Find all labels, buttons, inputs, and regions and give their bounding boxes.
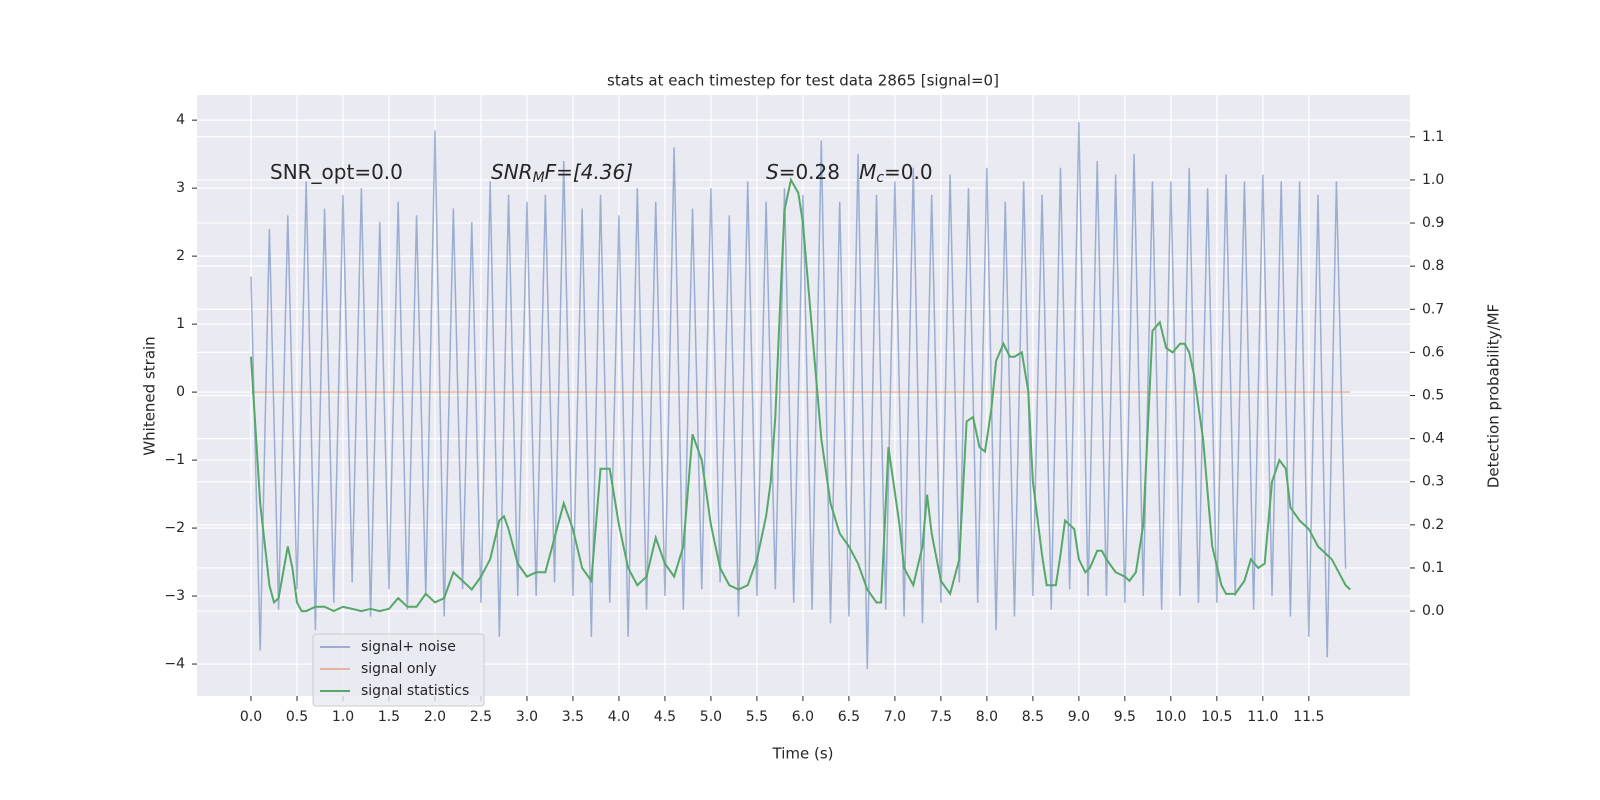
x-tick-label: 9.0 [1068, 709, 1090, 725]
y2-axis-label: Detection probability/MF [1485, 304, 1503, 488]
y2-tick-label: 0.8 [1422, 258, 1444, 274]
y2-tick-label: 0.0 [1422, 603, 1444, 619]
marks [249, 122, 1351, 669]
annotation-part: M [859, 160, 876, 184]
x-tick-label: 11.5 [1293, 709, 1324, 725]
x-tick-label: 7.0 [884, 709, 906, 725]
x-tick-label: 4.5 [654, 709, 676, 725]
annotation-part: =0.28 [779, 160, 859, 184]
y2-tick-label: 0.4 [1422, 431, 1444, 447]
x-tick-label: 7.5 [930, 709, 952, 725]
x-tick-label: 8.0 [976, 709, 998, 725]
x-tick-label: 6.5 [838, 709, 860, 725]
x-tick-label: 0.0 [240, 709, 262, 725]
x-tick-label: 0.5 [286, 709, 308, 725]
x-tick-label: 1.5 [378, 709, 400, 725]
y-tick-label: 3 [176, 180, 185, 196]
y-tick-label: −2 [164, 520, 185, 536]
annotation-part: F=[4.36] [545, 160, 633, 184]
x-tick-label: 5.5 [746, 709, 768, 725]
y-tick-label: −3 [164, 588, 185, 604]
annotation-part: SNR [491, 160, 533, 184]
y2-tick-label: 0.1 [1422, 560, 1444, 576]
series-line [249, 177, 1351, 613]
y-tick-label: 1 [176, 316, 185, 332]
y2-tick-label: 0.7 [1422, 301, 1444, 317]
x-axis-label: Time (s) [772, 745, 834, 763]
x-tick-label: 2.0 [424, 709, 446, 725]
x-tick-label: 2.5 [470, 709, 492, 725]
series-line [250, 122, 1347, 669]
x-tick-label: 11.0 [1247, 709, 1278, 725]
annotation: SNR_opt=0.0 [270, 160, 403, 184]
annotation: SNRMF=[4.36] [491, 160, 633, 187]
legend-label: signal statistics [361, 683, 469, 699]
y2-tick-label: 0.5 [1422, 388, 1444, 404]
y2-tick-label: 0.3 [1422, 474, 1444, 490]
y-tick-label: −4 [164, 656, 185, 672]
x-tick-label: 3.0 [516, 709, 538, 725]
y-axis-label: Whitened strain [141, 336, 159, 455]
y-tick-label: −1 [164, 452, 185, 468]
y2-tick-label: 0.9 [1422, 215, 1444, 231]
x-tick-label: 9.5 [1114, 709, 1136, 725]
x-tick-label: 10.0 [1155, 709, 1186, 725]
legend-box [312, 633, 485, 707]
y2-tick-label: 0.6 [1422, 344, 1444, 360]
annotation-part: =0.0 [884, 160, 933, 184]
x-tick-label: 8.5 [1022, 709, 1044, 725]
annotation-part: c [876, 170, 884, 186]
y2-tick-label: 1.0 [1422, 172, 1444, 188]
legend-label: signal only [361, 661, 436, 677]
x-tick-label: 10.5 [1201, 709, 1232, 725]
annotation-part: SNR_opt=0.0 [270, 160, 403, 184]
legend-label: signal+ noise [361, 639, 456, 655]
annotation: S=0.28 Mc=0.0 [766, 160, 933, 187]
x-tick-label: 5.0 [700, 709, 722, 725]
x-tick-label: 6.0 [792, 709, 814, 725]
annotation-part: S [766, 160, 779, 184]
x-tick-label: 4.0 [608, 709, 630, 725]
x-tick-label: 1.0 [332, 709, 354, 725]
y-tick-label: 2 [176, 248, 185, 264]
y-tick-label: 0 [176, 384, 185, 400]
y2-tick-label: 1.1 [1422, 129, 1444, 145]
x-tick-label: 3.5 [562, 709, 584, 725]
annotation-part: M [533, 170, 545, 186]
y-tick-label: 4 [176, 112, 185, 128]
y2-tick-label: 0.2 [1422, 517, 1444, 533]
chart-title: stats at each timestep for test data 286… [607, 72, 999, 90]
labels: 0.0 0.5 1.0 1.5 2.0 2.5 3.0 3.5 4.0 4.5 5.0 5.5 6.0 6… [164, 112, 1444, 725]
